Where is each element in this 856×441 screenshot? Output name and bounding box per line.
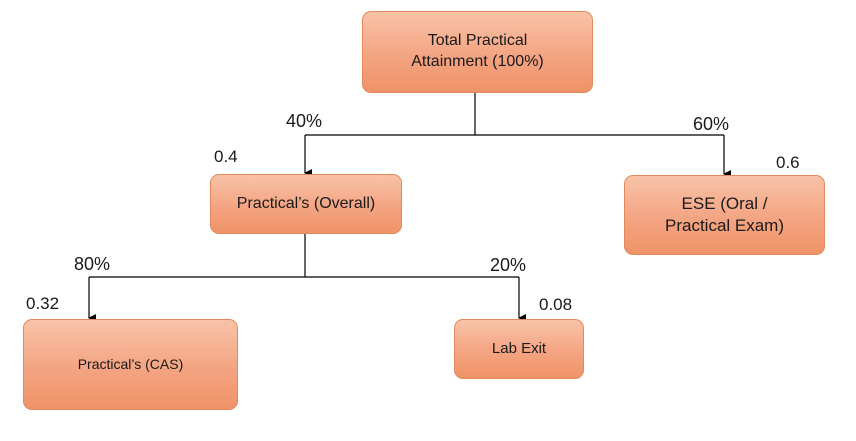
edge-label-percent-lab-exit: 20%: [490, 255, 527, 275]
edge-label-percent-ese: 60%: [693, 114, 730, 134]
weight-label-ese: 0.6: [776, 153, 800, 172]
weight-label-overall: 0.4: [214, 147, 238, 166]
node-practicals-cas: Practical’s (CAS): [23, 319, 238, 410]
node-practicals-overall: Practical’s (Overall): [210, 174, 402, 234]
node-total-practical-attainment: Total Practical Attainment (100%): [362, 11, 593, 93]
edge-label-percent-cas: 80%: [74, 254, 111, 274]
node-lab-exit: Lab Exit: [454, 319, 584, 379]
node-ese-oral-practical-exam: ESE (Oral / Practical Exam): [624, 175, 825, 255]
weight-label-cas: 0.32: [26, 294, 60, 313]
edge-label-percent-overall: 40%: [286, 111, 323, 131]
weight-label-lab-exit: 0.08: [539, 295, 573, 314]
